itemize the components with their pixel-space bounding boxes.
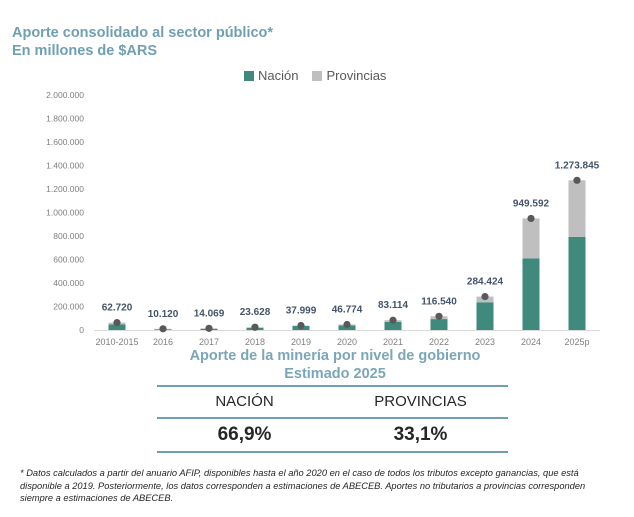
total-marker: [159, 325, 167, 333]
x-tick-label: 2020: [337, 337, 357, 347]
table-subtitle: Estimado 2025: [284, 366, 386, 382]
x-tick-label: 2022: [429, 337, 449, 347]
x-tick-label: 2025p: [564, 337, 589, 347]
value-nacion: 66,9%: [217, 424, 272, 445]
total-marker: [297, 321, 305, 330]
y-tick-label: 0: [79, 325, 84, 335]
total-marker: [573, 176, 581, 184]
footnote: * Datos calculados a partir del anuario …: [20, 468, 586, 503]
legend-item-nacion: Nación: [244, 68, 298, 83]
total-marker: [389, 316, 397, 324]
y-tick-label: 1.400.000: [46, 161, 84, 171]
data-label: 62.720: [102, 303, 133, 314]
total-marker: [113, 319, 121, 327]
table-title: Aporte de la minería por nivel de gobier…: [189, 348, 481, 364]
bar-provincias: [522, 218, 540, 259]
y-tick-label: 800.000: [53, 231, 84, 241]
header-provincias: PROVINCIAS: [374, 393, 467, 410]
chart-title: Aporte consolidado al sector público*: [12, 25, 274, 41]
total-marker: [205, 324, 213, 332]
bar-nacion: [522, 258, 540, 330]
y-tick-label: 1.800.000: [46, 114, 84, 124]
bar-nacion: [108, 324, 126, 330]
divider: [157, 417, 508, 419]
y-tick-label: 1.000.000: [46, 208, 84, 218]
x-tick-label: 2024: [521, 337, 541, 347]
y-tick-label: 1.600.000: [46, 137, 84, 147]
data-label: 83.114: [378, 300, 408, 311]
x-tick-label: 2017: [199, 337, 219, 347]
y-tick-label: 1.200.000: [46, 184, 84, 194]
divider: [157, 451, 508, 453]
data-label: 46.774: [332, 305, 363, 316]
data-label: 10.120: [148, 309, 179, 320]
total-marker: [435, 312, 443, 320]
y-tick-label: 400.000: [53, 278, 84, 288]
x-tick-label: 2023: [475, 337, 495, 347]
value-provincias: 33,1%: [393, 424, 448, 445]
y-tick-label: 200.000: [53, 302, 84, 312]
bar-nacion: [430, 319, 448, 330]
header-nacion: NACIÓN: [215, 393, 274, 410]
chart-subtitle: En millones de $ARS: [12, 43, 158, 59]
bar-nacion: [384, 321, 402, 330]
data-label: 116.540: [421, 296, 457, 307]
bar-chart: 0 200.000 400.000 600.000 800.000 1.000.000 1.…: [46, 90, 600, 347]
total-marker: [481, 292, 489, 301]
x-tick-label: 2018: [245, 337, 265, 347]
bar-nacion: [476, 302, 494, 330]
x-tick-label: 2021: [383, 337, 403, 347]
data-label: 284.424: [467, 277, 504, 288]
y-tick-label: 2.000.000: [46, 90, 84, 100]
bar-nacion: [568, 236, 586, 330]
x-tick-label: 2010-2015: [95, 337, 138, 347]
total-marker: [251, 323, 259, 331]
data-label: 23.628: [240, 307, 271, 318]
data-label: 1.273.845: [555, 160, 600, 171]
total-marker: [343, 320, 351, 329]
legend-item-provincias: Provincias: [312, 68, 386, 83]
data-label: 37.999: [286, 306, 317, 317]
y-tick-label: 600.000: [53, 255, 84, 265]
data-label: 949.592: [513, 198, 550, 209]
chart-title-block: Aporte consolidado al sector público* En…: [12, 24, 273, 60]
divider: [157, 385, 508, 387]
total-marker: [527, 214, 535, 223]
x-tick-label: 2019: [291, 337, 311, 347]
data-label: 14.069: [194, 308, 225, 319]
legend: Nación Provincias: [244, 68, 386, 83]
bar-provincias: [568, 180, 586, 237]
x-tick-label: 2016: [153, 337, 173, 347]
